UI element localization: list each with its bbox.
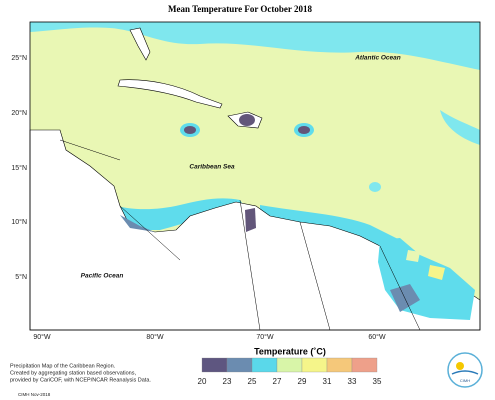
logo-text: CIMH [460,378,470,383]
lon-label: 80°W [146,333,164,341]
logo-sun [456,362,464,370]
colorbar-segment [226,357,253,373]
colorbar-segment [326,357,353,373]
warm-patch [406,250,420,262]
colorbar-tick-label: 27 [273,377,282,386]
footnote-line: Precipitation Map of the Caribbean Regio… [10,363,116,369]
colorbar-segment [251,357,278,373]
map-area: Atlantic Ocean Caribbean Sea Pacific Oce… [29,21,481,331]
lat-label: 25°N [11,54,27,62]
florida [129,27,151,61]
logo-wave [451,370,479,375]
warm-patch [428,265,445,280]
puerto-rico [298,126,310,134]
lon-label: 90°W [33,333,51,341]
colorbar-tick-label: 31 [323,377,332,386]
lon-labels: 90°W 80°W 70°W 60°W [33,333,386,341]
cool-patch [440,110,480,145]
place-label: Pacific Ocean [81,273,124,280]
map-frame [29,21,481,331]
colorbar-tick-label: 25 [248,377,257,386]
footnote: Precipitation Map of the Caribbean Regio… [10,363,151,397]
colorbar-segment [301,357,328,373]
place-label: Atlantic Ocean [354,55,401,62]
credit: CIMH Nov-2018 [18,392,51,397]
cold-patch [245,208,256,232]
lon-label: 60°W [368,333,386,341]
colorbar-tick-label: 29 [298,377,307,386]
cool-patch [369,182,381,192]
place-label: Caribbean Sea [189,164,235,171]
lat-label: 5°N [15,273,27,281]
colorbar-segment [201,357,228,373]
map-title: Mean Temperature For October 2018 [168,4,312,14]
cold-patch [120,215,155,232]
lat-label: 15°N [11,164,27,172]
footnote-line: Created by aggregating station based obs… [10,370,136,376]
colorbar-tick-label: 33 [348,377,357,386]
colorbar-tick-label: 20 [198,377,207,386]
lat-labels: 25°N 20°N 15°N 10°N 5°N [11,54,27,281]
colorbar-segment [276,357,303,373]
colorbar-segment [351,357,378,373]
legend-title: Temperature (˚C) [254,346,326,356]
jamaica [184,126,196,134]
lon-label: 70°W [256,333,274,341]
colorbar-tick-label: 23 [223,377,232,386]
logo-ring [447,352,483,388]
lat-label: 20°N [11,109,27,117]
borders [59,139,421,331]
logo: CIMH [447,352,483,388]
lat-label: 10°N [11,218,27,226]
cold-patch [239,114,255,126]
colorbar-tick-label: 35 [373,377,382,386]
legend: Temperature (˚C) 20 23 25 27 29 31 33 35 [198,346,382,386]
cuba [117,79,223,109]
coastal-band [100,198,250,230]
footnote-line: provided by CariCOF, with NCEP/NCAR Rean… [10,377,151,383]
